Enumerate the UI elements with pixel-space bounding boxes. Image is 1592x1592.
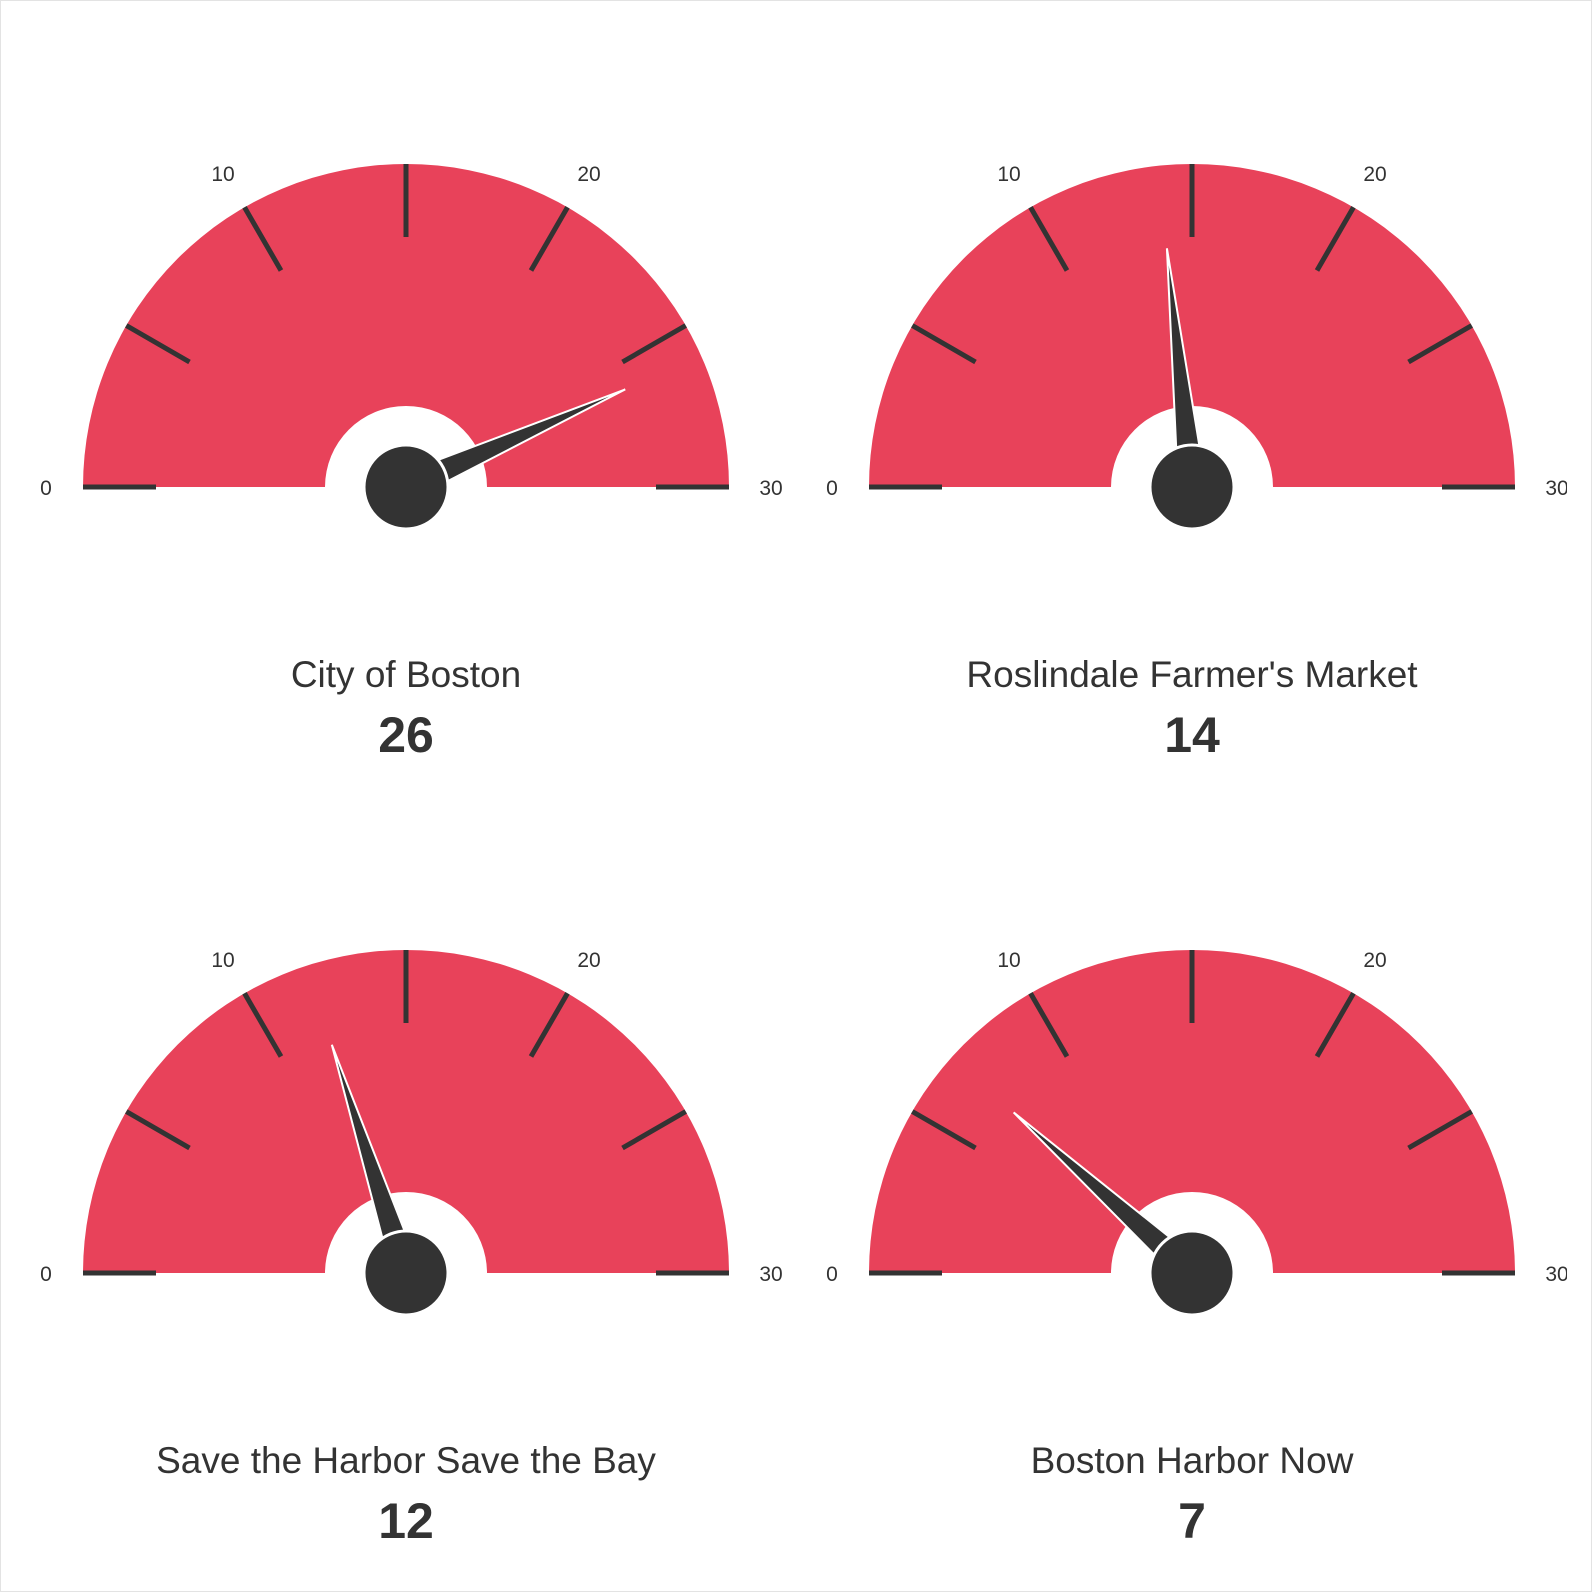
gauge-tick-label: 30 (1545, 1263, 1568, 1286)
gauge-tick-label: 0 (40, 1263, 52, 1286)
gauge-tick-label: 10 (211, 949, 234, 972)
gauge-tick (621, 1109, 687, 1151)
gauge-hub (362, 1229, 450, 1317)
gauge-tick-label: 10 (211, 163, 234, 186)
gauge-tick-label: 20 (1363, 163, 1386, 186)
gauge-tick-label: 20 (577, 163, 600, 186)
gauge-value: 12 (378, 1493, 434, 1549)
gauge-title: Save the Harbor Save the Bay (156, 1440, 656, 1481)
gauge-value: 7 (1178, 1493, 1206, 1549)
gauge-title: City of Boston (291, 654, 521, 695)
gauge-band (869, 164, 1515, 487)
gauge-value: 26 (378, 707, 434, 763)
gauge-tick-label: 30 (759, 477, 782, 500)
gauge-dial: 0 10 20 30 (40, 163, 783, 531)
gauge-tick (528, 992, 570, 1058)
gauge-tick (242, 992, 284, 1058)
gauge-value: 14 (1164, 707, 1220, 763)
gauge-tick (1407, 1109, 1473, 1151)
gauge-tick-label: 30 (759, 1263, 782, 1286)
gauge-band (869, 950, 1515, 1273)
gauge-tick (621, 323, 687, 365)
gauge: 0 10 20 30 Roslindale Farmer's Market 14 (826, 163, 1568, 763)
gauge-band (83, 164, 729, 487)
gauge-dial: 0 10 20 30 (826, 163, 1568, 531)
gauge-tick (911, 1109, 977, 1151)
gauge-hub (362, 443, 450, 531)
gauge-dial: 0 10 20 30 (826, 949, 1568, 1317)
gauge-tick (1314, 992, 1356, 1058)
gauge-tick (911, 323, 977, 365)
gauge-tick-label: 0 (826, 1263, 838, 1286)
gauge-tick (125, 1109, 191, 1151)
gauge-title: Boston Harbor Now (1031, 1440, 1354, 1481)
gauge-tick (1314, 206, 1356, 272)
gauge: 0 10 20 30 Boston Harbor Now 7 (826, 949, 1568, 1549)
gauge-tick (242, 206, 284, 272)
gauge-tick-label: 10 (997, 163, 1020, 186)
gauge: 0 10 20 30 Save the Harbor Save the Bay 12 (40, 949, 783, 1549)
gauge-tick-label: 20 (1363, 949, 1386, 972)
gauge-tick (1407, 323, 1473, 365)
gauge-hub (1148, 443, 1236, 531)
gauge-tick (528, 206, 570, 272)
gauge-tick-label: 0 (40, 477, 52, 500)
gauge-tick (1028, 206, 1070, 272)
gauge-title: Roslindale Farmer's Market (966, 654, 1418, 695)
gauge-tick-label: 30 (1545, 477, 1568, 500)
gauge-tick-label: 20 (577, 949, 600, 972)
gauge-band (83, 950, 729, 1273)
gauge-tick-label: 0 (826, 477, 838, 500)
gauge-hub (1148, 1229, 1236, 1317)
gauge-tick (1028, 992, 1070, 1058)
gauge: 0 10 20 30 City of Boston 26 (40, 163, 783, 763)
gauge-dial: 0 10 20 30 (40, 949, 783, 1317)
gauge-tick (125, 323, 191, 365)
gauge-tick-label: 10 (997, 949, 1020, 972)
